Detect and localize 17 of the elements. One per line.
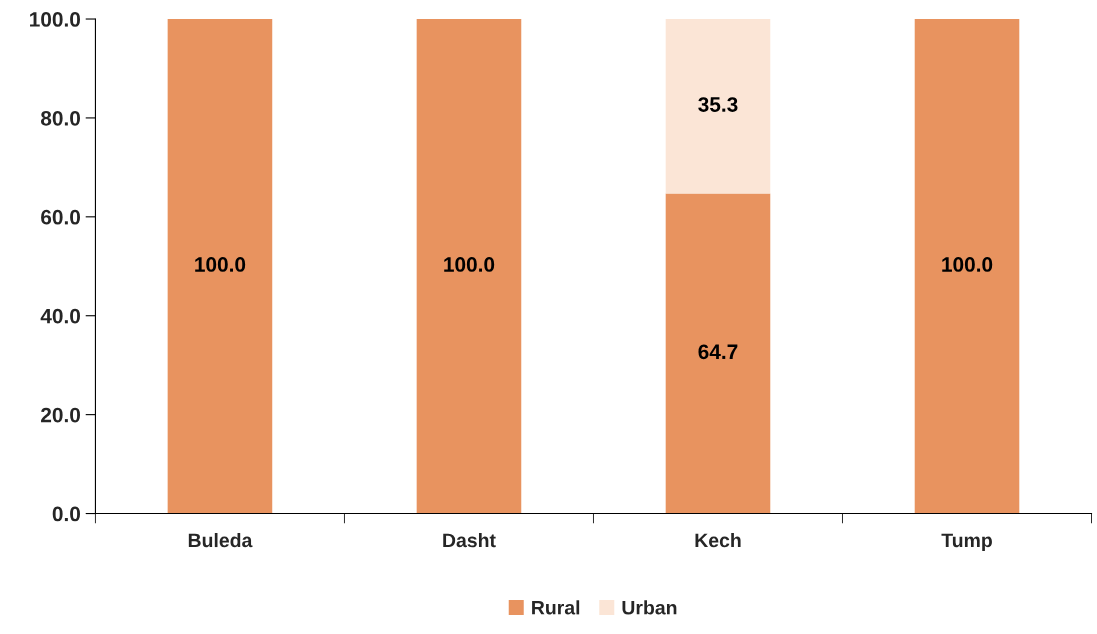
- x-tick-label: Buleda: [188, 532, 253, 548]
- y-tick-label: 40.0: [40, 308, 81, 324]
- legend-label: Urban: [622, 600, 677, 615]
- y-tick-label: 20.0: [41, 407, 81, 423]
- y-tick-label: 60.0: [41, 209, 81, 225]
- legend-label: Rural: [532, 600, 580, 615]
- data-label: 100.0: [444, 257, 495, 272]
- x-tick-label: Dasht: [443, 532, 496, 548]
- x-tick-label: Kech: [695, 532, 741, 548]
- x-tick-label: Tump: [941, 533, 992, 552]
- data-label: 100.0: [195, 257, 246, 272]
- data-label: 35.3: [698, 97, 738, 112]
- data-label: 100.0: [942, 257, 993, 272]
- y-tick-label: 100.0: [30, 12, 81, 27]
- y-tick-label: 0.0: [52, 506, 80, 522]
- y-tick-label: 80.0: [40, 110, 81, 126]
- data-label: 64.7: [698, 344, 738, 360]
